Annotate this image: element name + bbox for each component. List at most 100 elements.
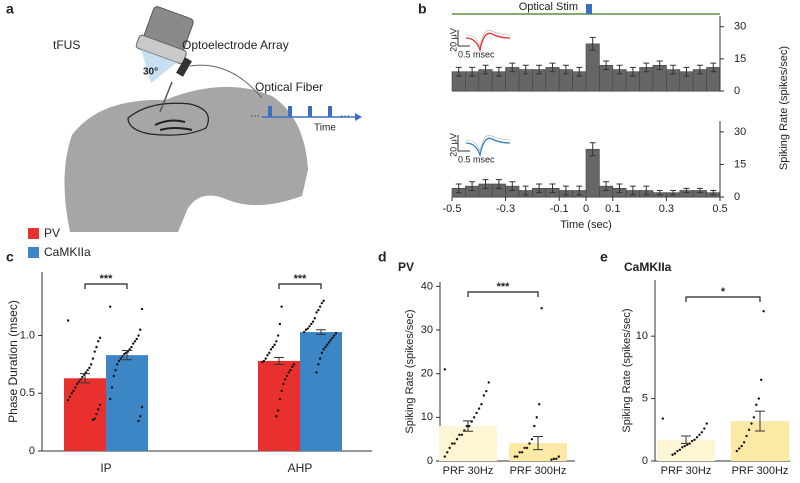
error-bar [80, 373, 90, 384]
data-point [112, 374, 115, 378]
data-point [95, 412, 98, 416]
sig-bracket [84, 283, 128, 289]
y-tick-label: 0 [427, 455, 433, 467]
x-axis-label: Time (sec) [560, 219, 612, 231]
data-point [324, 345, 327, 349]
data-point [487, 381, 490, 384]
bar [64, 378, 106, 451]
data-point [318, 305, 322, 308]
data-point [475, 411, 478, 415]
data-point [752, 416, 756, 419]
data-point [678, 448, 682, 451]
error-bar [629, 66, 636, 77]
data-point [139, 415, 142, 418]
data-point [465, 424, 468, 428]
data-point [86, 368, 89, 372]
scale-label: 0.5 msec [458, 154, 495, 164]
error-bar [683, 187, 690, 194]
error-bar [616, 64, 623, 75]
error-bar [533, 436, 543, 451]
data-point [271, 345, 275, 349]
data-point [690, 439, 694, 443]
data-point [446, 451, 449, 454]
brain-detail [154, 119, 193, 131]
data-point [109, 397, 112, 401]
data-point [455, 437, 459, 441]
label: 30° [143, 67, 158, 78]
data-point [119, 357, 123, 360]
error-bar [509, 62, 516, 73]
data-point [700, 431, 704, 434]
data-point [280, 389, 283, 393]
data-point [472, 416, 476, 419]
data-point [268, 351, 271, 355]
data-point [93, 350, 96, 353]
legend-label: PV [44, 226, 60, 240]
bar [258, 360, 300, 451]
sig-label: *** [497, 281, 511, 293]
data-point [695, 436, 699, 439]
data-point [555, 457, 558, 461]
bar [657, 439, 715, 461]
chart-title: CaMKIIa [624, 260, 672, 274]
data-point [308, 325, 311, 328]
error-bar [463, 420, 473, 432]
y-axis-label: Phase Duration (msec) [6, 300, 20, 423]
error-bar [482, 179, 489, 189]
label: tFUS [53, 38, 80, 52]
waveform [465, 32, 511, 53]
sig-bracket [685, 296, 761, 302]
data-point [117, 359, 121, 363]
data-point [327, 341, 331, 344]
data-point [289, 368, 292, 372]
error-bar [536, 64, 543, 75]
data-point [329, 338, 332, 342]
head [64, 86, 308, 232]
sig-bracket [278, 283, 322, 289]
data-point [98, 336, 102, 340]
error-bar [469, 66, 476, 77]
data-point [516, 455, 519, 458]
error-bar [316, 329, 326, 335]
ellipsis: ··· [340, 111, 350, 122]
data-point [525, 446, 529, 450]
x-tick-label: 0.3 [659, 203, 674, 215]
data-point [460, 433, 464, 437]
sig-bracket [467, 291, 539, 297]
data-point [123, 352, 126, 356]
data-point [703, 427, 706, 430]
brain [127, 102, 209, 136]
error-bar [274, 356, 284, 365]
data-point [292, 363, 296, 366]
error-bar [536, 183, 543, 194]
data-point [75, 382, 79, 386]
data-point [520, 451, 524, 454]
probe [159, 81, 173, 113]
data-point [443, 455, 446, 458]
data-point [750, 422, 753, 425]
data-point [269, 348, 273, 351]
error-bar [656, 60, 663, 71]
data-point [140, 307, 144, 311]
error-bar [562, 64, 569, 75]
panel-label: b [418, 1, 427, 17]
data-point [740, 444, 743, 448]
y-tick-label: 15 [734, 158, 746, 170]
error-bar [603, 181, 610, 191]
panel-label: a [6, 1, 14, 17]
sig-label: *** [100, 273, 114, 285]
y-tick-label: 5 [642, 392, 648, 404]
y-axis-label: Spiking Rate (spikes/sec) [404, 309, 416, 433]
chart-title: PV [398, 260, 414, 274]
data-point [287, 371, 290, 374]
arrow [355, 113, 362, 121]
ellipsis: ··· [250, 111, 260, 122]
error-bar [482, 64, 489, 75]
data-point [110, 386, 114, 389]
data-point [97, 340, 100, 343]
data-point [315, 311, 318, 314]
scale-label: 20 μV [448, 28, 458, 52]
data-point [84, 371, 88, 374]
y-tick-label: 10 [421, 411, 433, 423]
